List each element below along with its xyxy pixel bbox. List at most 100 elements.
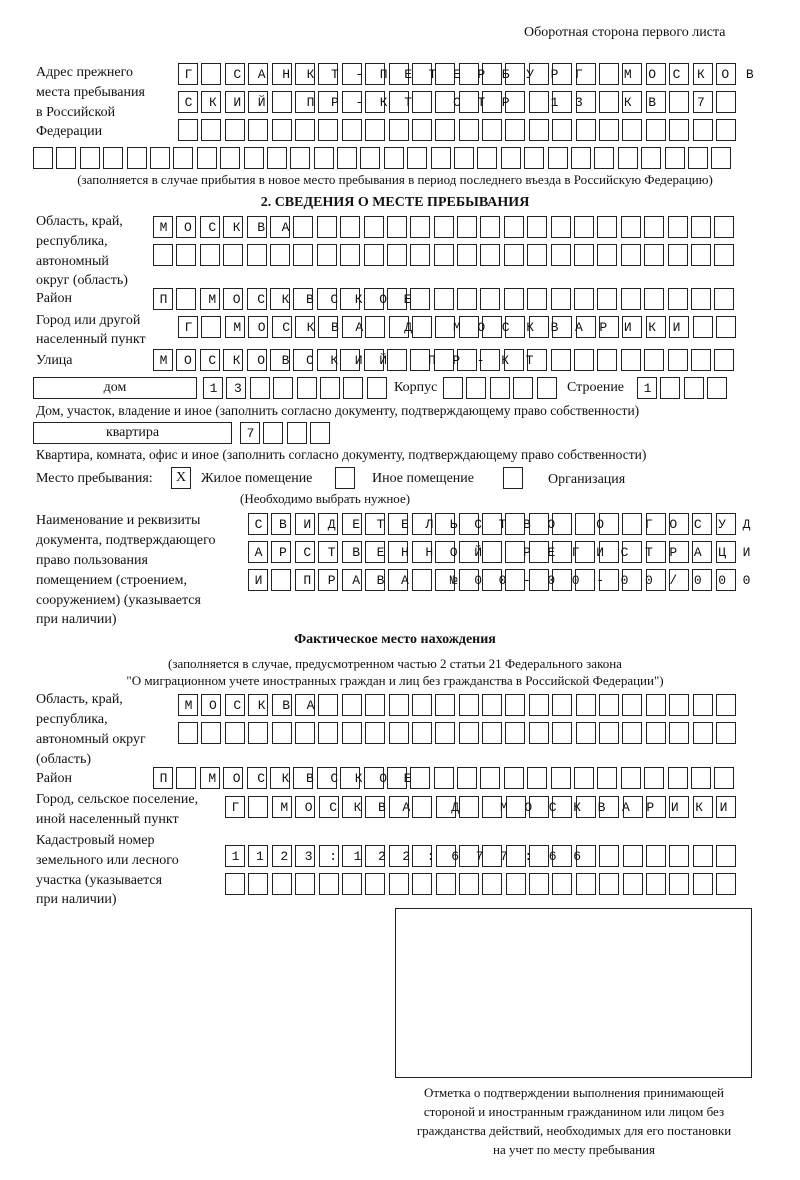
- char-cell[interactable]: [482, 63, 503, 85]
- char-cell[interactable]: [318, 119, 339, 141]
- char-cell[interactable]: [271, 513, 292, 535]
- char-cell[interactable]: [271, 63, 292, 85]
- char-cell[interactable]: [575, 722, 596, 744]
- char-cell[interactable]: [669, 569, 690, 591]
- char-cell[interactable]: [365, 722, 386, 744]
- char-cell[interactable]: [294, 63, 315, 85]
- char-cell[interactable]: [271, 119, 292, 141]
- char-cell[interactable]: [294, 541, 315, 563]
- char-cell[interactable]: [293, 349, 314, 371]
- char-cell[interactable]: [644, 349, 665, 371]
- char-cell[interactable]: [714, 767, 735, 789]
- char-cell[interactable]: [482, 873, 503, 895]
- char-cell[interactable]: [269, 288, 290, 310]
- char-cell[interactable]: [443, 377, 463, 399]
- char-cell[interactable]: [411, 694, 432, 716]
- char-cell[interactable]: [457, 349, 478, 371]
- char-cell[interactable]: [715, 694, 736, 716]
- char-cell[interactable]: [645, 63, 666, 85]
- char-cell[interactable]: [248, 91, 269, 113]
- char-cell[interactable]: [271, 796, 292, 818]
- char-cell[interactable]: [199, 288, 220, 310]
- char-cell[interactable]: [341, 845, 362, 867]
- char-cell[interactable]: [503, 349, 524, 371]
- char-cell[interactable]: [529, 873, 550, 895]
- char-cell[interactable]: [644, 216, 665, 238]
- char-cell[interactable]: [364, 541, 385, 563]
- char-cell[interactable]: [388, 316, 409, 338]
- char-cell[interactable]: [225, 796, 245, 818]
- char-cell[interactable]: [388, 513, 409, 535]
- char-cell[interactable]: [178, 316, 198, 338]
- char-cell[interactable]: [296, 377, 317, 399]
- char-cell[interactable]: [388, 569, 409, 591]
- char-cell[interactable]: [552, 796, 573, 818]
- char-cell[interactable]: [714, 216, 735, 238]
- char-cell[interactable]: [340, 349, 361, 371]
- char-cell[interactable]: [318, 541, 339, 563]
- char-cell[interactable]: [433, 767, 454, 789]
- char-cell[interactable]: [340, 216, 361, 238]
- char-cell[interactable]: [196, 147, 217, 169]
- char-cell[interactable]: [692, 569, 713, 591]
- char-cell[interactable]: [620, 216, 641, 238]
- char-cell[interactable]: [318, 796, 339, 818]
- char-cell[interactable]: [714, 288, 735, 310]
- char-cell[interactable]: [457, 288, 478, 310]
- option-other-premises-checkbox[interactable]: [335, 467, 355, 489]
- char-cell[interactable]: [552, 119, 573, 141]
- char-cell[interactable]: [528, 694, 549, 716]
- char-cell[interactable]: [79, 147, 100, 169]
- char-cell[interactable]: [433, 349, 454, 371]
- char-cell[interactable]: [294, 513, 315, 535]
- char-cell[interactable]: [692, 513, 713, 535]
- char-cell[interactable]: [528, 722, 549, 744]
- char-cell[interactable]: [316, 349, 337, 371]
- char-cell[interactable]: [575, 119, 596, 141]
- char-cell[interactable]: [458, 873, 479, 895]
- char-cell[interactable]: [570, 147, 591, 169]
- char-cell[interactable]: [505, 513, 526, 535]
- char-cell[interactable]: [435, 694, 456, 716]
- char-cell[interactable]: [149, 147, 170, 169]
- char-cell[interactable]: [225, 873, 245, 895]
- char-cell[interactable]: [173, 147, 194, 169]
- char-cell[interactable]: [388, 63, 409, 85]
- char-cell[interactable]: [641, 147, 662, 169]
- char-cell[interactable]: [271, 722, 292, 744]
- char-cell[interactable]: [481, 513, 502, 535]
- char-cell[interactable]: [435, 722, 456, 744]
- char-cell[interactable]: [528, 91, 549, 113]
- char-cell[interactable]: [295, 873, 316, 895]
- char-cell[interactable]: [246, 244, 267, 266]
- char-cell[interactable]: [645, 694, 666, 716]
- char-cell[interactable]: [574, 244, 595, 266]
- char-cell[interactable]: [458, 694, 479, 716]
- char-cell[interactable]: [410, 349, 431, 371]
- char-cell[interactable]: [715, 541, 736, 563]
- char-cell[interactable]: [341, 694, 362, 716]
- char-cell[interactable]: [388, 722, 409, 744]
- char-cell[interactable]: [480, 244, 501, 266]
- char-cell[interactable]: [360, 147, 381, 169]
- char-cell[interactable]: [246, 288, 267, 310]
- char-cell[interactable]: [433, 288, 454, 310]
- char-cell[interactable]: [527, 767, 548, 789]
- char-cell[interactable]: [505, 796, 526, 818]
- char-cell[interactable]: [552, 569, 573, 591]
- char-cell[interactable]: [248, 119, 269, 141]
- char-cell[interactable]: [690, 216, 711, 238]
- char-cell[interactable]: [153, 288, 173, 310]
- char-cell[interactable]: [199, 216, 220, 238]
- char-cell[interactable]: [503, 288, 524, 310]
- char-cell[interactable]: [363, 349, 384, 371]
- char-cell[interactable]: [599, 873, 620, 895]
- char-cell[interactable]: [224, 119, 245, 141]
- char-cell[interactable]: [248, 569, 268, 591]
- char-cell[interactable]: [33, 147, 53, 169]
- char-cell[interactable]: [500, 147, 521, 169]
- char-cell[interactable]: [669, 722, 690, 744]
- char-cell[interactable]: [318, 63, 339, 85]
- char-cell[interactable]: [363, 288, 384, 310]
- char-cell[interactable]: [716, 796, 737, 818]
